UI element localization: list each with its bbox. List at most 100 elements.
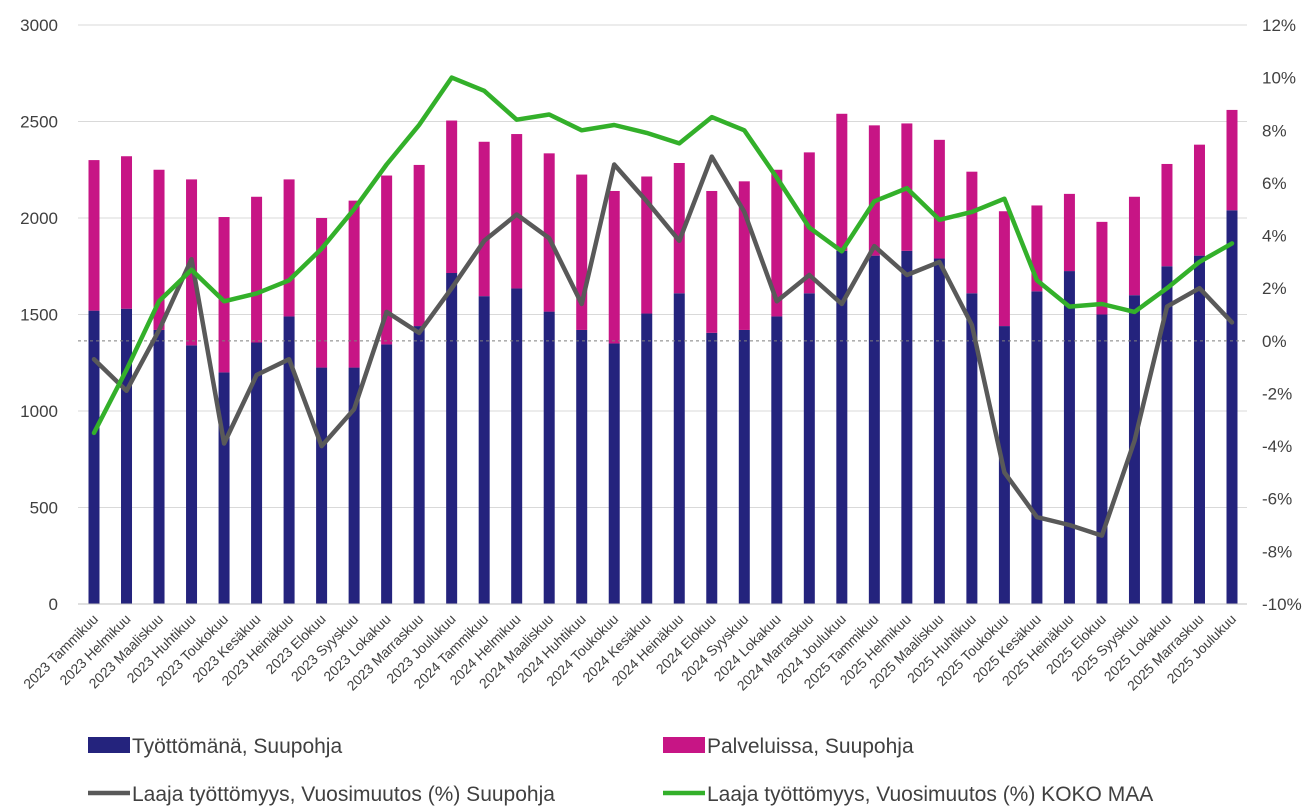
bar-tyottomana <box>348 367 360 604</box>
right-axis-tick-label: -10% <box>1262 595 1302 614</box>
bar-palveluissa <box>771 169 783 317</box>
bar-palveluissa <box>381 175 393 345</box>
bar-palveluissa <box>998 211 1010 327</box>
legend-label: Laaja työttömyys, Vuosimuutos (%) KOKO M… <box>707 783 1153 806</box>
bar-tyottomana <box>543 311 555 604</box>
right-axis-tick-label: 10% <box>1262 69 1296 88</box>
bar-palveluissa <box>738 181 750 330</box>
bar-tyottomana <box>1161 266 1173 604</box>
legend-label: Palveluissa, Suupohja <box>707 735 914 758</box>
bar-tyottomana <box>88 310 100 604</box>
right-axis-tick-label: 4% <box>1262 227 1287 246</box>
line-series <box>91 75 1235 538</box>
bar-tyottomana <box>738 329 750 604</box>
legend-label: Laaja työttömyys, Vuosimuutos (%) Suupoh… <box>132 783 555 806</box>
right-axis-tick-label: -6% <box>1262 490 1292 509</box>
line-suupohja <box>91 154 1235 538</box>
bar-palveluissa <box>1063 193 1075 272</box>
bar-tyottomana <box>641 313 653 604</box>
right-axis-tick-label: -2% <box>1262 384 1292 403</box>
bar-tyottomana <box>836 250 848 604</box>
bar-tyottomana <box>186 345 198 604</box>
bar-palveluissa <box>1031 205 1043 292</box>
bar-tyottomana <box>218 372 230 604</box>
left-axis-tick-label: 0 <box>49 595 58 614</box>
bar-palveluissa <box>413 164 425 327</box>
bar-palveluissa <box>153 169 165 330</box>
bar-palveluissa <box>478 141 490 297</box>
right-axis-tick-label: 8% <box>1262 121 1287 140</box>
right-axis-tick-label: -4% <box>1262 437 1292 456</box>
bar-tyottomana <box>1096 314 1108 604</box>
left-axis-tick-label: 2500 <box>20 113 58 132</box>
bar-tyottomana <box>673 293 685 604</box>
bar-tyottomana <box>381 344 393 604</box>
right-axis-ticks: -10% -8% -6% -4% -2% 0% 2% 4% 6% 8% 10% 12% <box>1262 16 1302 614</box>
bar-palveluissa <box>251 196 263 343</box>
bar-tyottomana <box>413 326 425 604</box>
bar-tyottomana <box>868 255 880 604</box>
legend: Työttömänä, Suupohja Palveluissa, Suupohj… <box>88 735 1153 806</box>
bar-palveluissa <box>1096 221 1108 315</box>
bar-tyottomana <box>608 343 620 604</box>
right-axis-tick-label: 6% <box>1262 174 1287 193</box>
bar-tyottomana <box>803 293 815 604</box>
bar-palveluissa <box>121 156 133 309</box>
bar-tyottomana <box>251 342 263 604</box>
right-axis-tick-label: 2% <box>1262 279 1287 298</box>
legend-swatch <box>88 737 130 753</box>
bar-palveluissa <box>706 190 718 333</box>
bar-palveluissa <box>641 176 653 314</box>
right-axis-tick-label: 0% <box>1262 332 1287 351</box>
bar-tyottomana <box>316 367 328 604</box>
bar-palveluissa <box>836 113 848 251</box>
bar-tyottomana <box>1063 271 1075 604</box>
bar-palveluissa <box>511 134 523 289</box>
bar-tyottomana <box>1128 295 1140 604</box>
bar-tyottomana <box>1226 210 1238 604</box>
bar-palveluissa <box>88 160 100 311</box>
right-axis-tick-label: 12% <box>1262 16 1296 35</box>
bar-palveluissa <box>1226 109 1238 211</box>
bar-palveluissa <box>348 200 360 368</box>
left-axis-tick-label: 1000 <box>20 402 58 421</box>
bar-tyottomana <box>901 250 913 604</box>
bar-palveluissa <box>868 125 880 256</box>
bar-tyottomana <box>511 288 523 604</box>
bar-tyottomana <box>121 308 133 604</box>
bar-tyottomana <box>478 296 490 604</box>
bar-palveluissa <box>966 171 978 294</box>
bar-palveluissa <box>576 174 588 330</box>
bar-palveluissa <box>446 120 458 274</box>
legend-item: Palveluissa, Suupohja <box>663 735 914 758</box>
bar-palveluissa <box>803 152 815 294</box>
bar-palveluissa <box>1193 144 1205 256</box>
bar-tyottomana <box>771 316 783 604</box>
left-axis-tick-label: 1500 <box>20 306 58 325</box>
legend-item: Laaja työttömyys, Vuosimuutos (%) Suupoh… <box>88 783 555 806</box>
bar-palveluissa <box>933 139 945 259</box>
bar-palveluissa <box>543 153 555 312</box>
legend-item: Työttömänä, Suupohja <box>88 735 342 758</box>
bar-palveluissa <box>673 162 685 294</box>
bar-tyottomana <box>706 332 718 604</box>
bar-palveluissa <box>608 190 620 344</box>
bar-palveluissa <box>283 179 295 317</box>
line-koko-maa <box>91 75 1235 436</box>
legend-label: Työttömänä, Suupohja <box>132 735 342 758</box>
bar-palveluissa <box>316 218 328 368</box>
right-axis-tick-label: -8% <box>1262 542 1292 561</box>
bar-tyottomana <box>153 329 165 604</box>
legend-swatch <box>663 737 705 753</box>
bar-palveluissa <box>1161 163 1173 267</box>
bar-series <box>88 109 1238 604</box>
bar-palveluissa <box>218 217 230 373</box>
bar-tyottomana <box>966 293 978 604</box>
bar-tyottomana <box>933 258 945 604</box>
left-axis-tick-label: 3000 <box>20 16 58 35</box>
gridlines <box>78 24 1247 508</box>
left-axis-ticks: 0 500 1000 1500 2000 2500 3000 <box>20 16 58 614</box>
left-axis-tick-label: 2000 <box>20 209 58 228</box>
